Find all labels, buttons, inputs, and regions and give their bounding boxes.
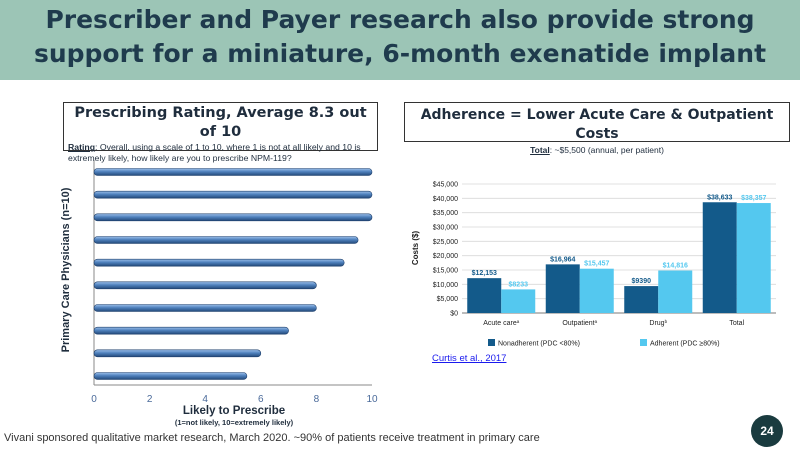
bar-value-label: $16,964 bbox=[550, 256, 575, 263]
x-tick-label: 0 bbox=[91, 394, 97, 405]
adherence-title-box: Adherence = Lower Acute Care & Outpatien… bbox=[404, 102, 790, 155]
x-tick-label: 4 bbox=[202, 394, 208, 405]
category-superscript: b bbox=[665, 319, 668, 324]
adherence-subtitle: Total: ~$5,500 (annual, per patient) bbox=[405, 144, 789, 156]
cost-bar bbox=[702, 202, 737, 313]
prescribing-title: Prescribing Rating, Average 8.3 out of 1… bbox=[74, 105, 367, 140]
slide-footer: Vivani sponsored qualitative market rese… bbox=[4, 432, 540, 444]
category-label: Drugb bbox=[649, 319, 667, 328]
cost-bar bbox=[579, 268, 614, 313]
adherence-panel: $0 $5,000 $10,000 $15,000 $20,000 $25,000 $30,… bbox=[401, 100, 795, 365]
y-tick-label: $20,000 bbox=[433, 253, 458, 260]
legend-label: Adherent (PDC ≥80%) bbox=[650, 341, 720, 348]
x-tick-label: 8 bbox=[314, 394, 320, 405]
rating-bar bbox=[93, 258, 345, 267]
prescribing-subtitle: Rating: Overall, using a scale of 1 to 1… bbox=[64, 142, 377, 164]
rating-bar bbox=[93, 236, 359, 244]
y-tick-label: $10,000 bbox=[433, 282, 458, 289]
y-tick-label: $40,000 bbox=[433, 196, 458, 203]
y-tick-label: $30,000 bbox=[433, 225, 458, 232]
rating-bar bbox=[93, 372, 248, 380]
bar-value-label: $15,457 bbox=[584, 261, 609, 268]
legend-swatch bbox=[488, 339, 495, 346]
cost-bar bbox=[467, 278, 502, 313]
rating-bar bbox=[93, 349, 262, 358]
cost-bar bbox=[736, 203, 771, 313]
rating-bar bbox=[93, 281, 317, 290]
y-tick-label: $5,000 bbox=[437, 296, 459, 303]
bar-value-label: $38,357 bbox=[741, 195, 766, 202]
y-tick-label: $0 bbox=[450, 311, 458, 318]
total-text: : ~$5,500 (annual, per patient) bbox=[549, 145, 664, 155]
rating-bar bbox=[93, 190, 373, 199]
prescribing-rating-chart: 0 2 4 6 8 10 Likely to Prescribe(1=not likely,… bbox=[60, 160, 378, 427]
rating-bar bbox=[93, 304, 317, 312]
x-axis-title: Likely to Prescribe bbox=[183, 405, 285, 417]
slide-header bbox=[0, 0, 800, 80]
y-axis-title: Primary Care Physicians (n=10) bbox=[60, 187, 72, 352]
bar-value-label: $14,816 bbox=[663, 263, 688, 270]
bar-value-label: $9390 bbox=[632, 278, 652, 285]
prescribing-title-box: Prescribing Rating, Average 8.3 out of 1… bbox=[63, 102, 378, 163]
category-label: Outpatienta bbox=[562, 319, 597, 328]
page-number-badge: 24 bbox=[751, 415, 783, 447]
x-tick-label: 6 bbox=[258, 394, 264, 405]
y-tick-label: $45,000 bbox=[433, 182, 458, 189]
rating-bar bbox=[93, 213, 373, 222]
cost-bar bbox=[624, 286, 659, 313]
prescribing-panel: 0 2 4 6 8 10 Likely to Prescribe (1=not likely,… bbox=[59, 100, 380, 433]
y-axis-title: Costs ($) bbox=[411, 231, 420, 266]
legend-label: Nonadherent (PDC <80%) bbox=[498, 341, 580, 348]
x-tick-label: 10 bbox=[366, 394, 378, 405]
category-superscript: a bbox=[595, 319, 598, 324]
adherence-cost-chart: $0 $5,000 $10,000 $15,000 $20,000 $25,000 $30,… bbox=[411, 182, 776, 348]
legend-swatch bbox=[640, 339, 647, 346]
rating-bar bbox=[93, 326, 289, 335]
rating-text: : Overall, using a scale of 1 to 10, whe… bbox=[68, 142, 361, 163]
slide-title: Prescriber and Payer research also provi… bbox=[33, 5, 767, 68]
bar-value-label: $38,633 bbox=[707, 194, 732, 201]
total-label: Total bbox=[530, 145, 550, 155]
rating-label: Rating bbox=[68, 142, 96, 152]
rating-bar bbox=[93, 168, 373, 176]
bar-value-label: $8233 bbox=[509, 281, 529, 288]
cost-bar bbox=[501, 289, 536, 313]
y-tick-label: $35,000 bbox=[433, 210, 458, 217]
bar-value-label: $12,153 bbox=[472, 270, 497, 277]
y-tick-label: $15,000 bbox=[433, 268, 458, 275]
category-label: Total bbox=[729, 320, 744, 327]
y-tick-label: $25,000 bbox=[433, 239, 458, 246]
category-label: Acute carea bbox=[483, 319, 519, 328]
reference-link[interactable]: Curtis et al., 2017 bbox=[432, 353, 507, 364]
adherence-title: Adherence = Lower Acute Care & Outpatien… bbox=[420, 107, 774, 142]
x-tick-label: 2 bbox=[147, 394, 153, 405]
cost-bar bbox=[658, 270, 693, 313]
category-superscript: a bbox=[517, 319, 520, 324]
x-axis-note: (1=not likely, 10=extremely likely) bbox=[175, 418, 294, 427]
cost-bar bbox=[545, 264, 580, 313]
